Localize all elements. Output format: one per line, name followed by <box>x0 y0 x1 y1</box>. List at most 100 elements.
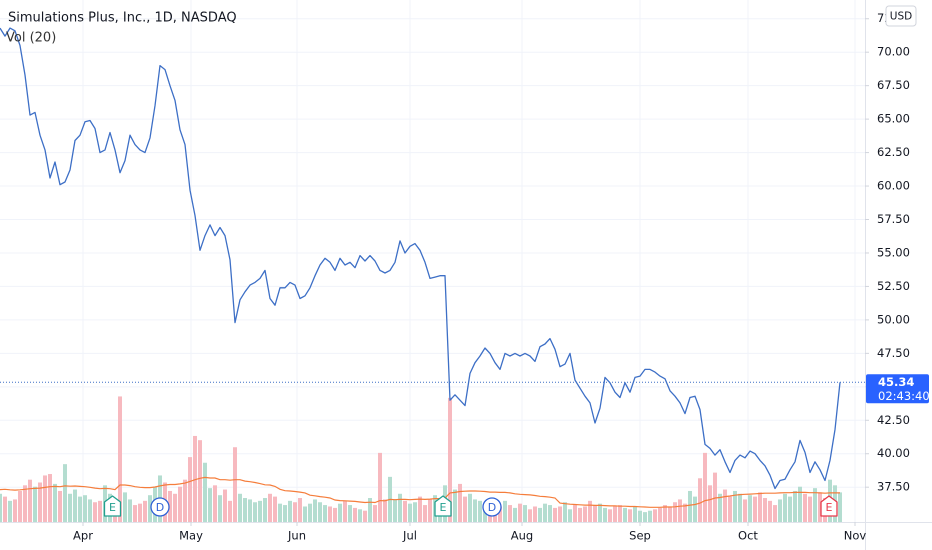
volume-bar <box>813 488 817 522</box>
y-tick-label: 67.50 <box>877 78 910 92</box>
y-tick-label: 40.00 <box>877 446 910 460</box>
volume-bar <box>503 500 507 522</box>
volume-bar <box>368 498 372 522</box>
countdown-label: 02:43:40 <box>878 389 930 403</box>
volume-bar <box>678 499 682 522</box>
volume-bar <box>278 503 282 522</box>
last-price-badge <box>866 374 929 404</box>
event-label: D <box>488 501 496 514</box>
volume-bar <box>473 499 477 522</box>
volume-bar <box>258 500 262 522</box>
volume-bar <box>93 502 97 522</box>
volume-bar <box>553 507 557 522</box>
volume-bar <box>788 496 792 522</box>
volume-bar <box>193 435 197 522</box>
price-line <box>0 27 841 490</box>
volume-bar <box>643 512 647 522</box>
volume-bar <box>428 499 432 522</box>
volume-bar <box>268 493 272 522</box>
y-tick-label: 37.50 <box>877 480 910 494</box>
volume-bar <box>73 489 77 522</box>
volume-bar <box>218 495 222 522</box>
volume-bar <box>743 499 747 522</box>
volume-bar <box>338 503 342 522</box>
volume-bar <box>323 505 327 522</box>
currency-label[interactable]: USD <box>890 11 912 23</box>
volume-bar <box>318 502 322 522</box>
volume-bar <box>133 505 137 522</box>
volume-bar <box>723 489 727 522</box>
volume-bar <box>523 505 527 522</box>
x-tick-label: Aug <box>511 529 533 543</box>
event-marker <box>820 495 838 517</box>
volume-bar <box>358 509 362 522</box>
volume-bar <box>478 500 482 522</box>
volume-bar <box>183 479 187 522</box>
volume-bar <box>233 447 237 522</box>
volume-bar <box>603 507 607 522</box>
volume-bar <box>243 498 247 522</box>
volume-bar <box>293 502 297 522</box>
volume-bar <box>333 507 337 522</box>
volume-bar <box>173 493 177 522</box>
volume-bar <box>693 496 697 522</box>
volume-bar <box>148 495 152 522</box>
volume-bar <box>138 503 142 522</box>
volume-bar <box>558 506 562 522</box>
volume-bar <box>313 499 317 522</box>
event-label: E <box>440 501 447 514</box>
event-marker <box>482 497 502 517</box>
volume-bar <box>238 493 242 522</box>
volume-bar <box>658 507 662 522</box>
volume-bar <box>668 506 672 522</box>
volume-bar <box>648 510 652 522</box>
volume-bar <box>773 505 777 522</box>
volume-bar <box>393 499 397 522</box>
volume-bar <box>458 483 462 522</box>
volume-bar <box>803 493 807 522</box>
volume-bar <box>198 440 202 522</box>
volume-bar <box>688 490 692 522</box>
y-tick-label: 42.50 <box>877 413 910 427</box>
volume-bar <box>618 505 622 522</box>
volume-bar <box>403 500 407 522</box>
volume-bar <box>298 498 302 522</box>
volume-bar <box>698 478 702 522</box>
y-tick-label: 55.00 <box>877 245 910 259</box>
volume-bar <box>778 499 782 522</box>
volume-bar <box>28 479 32 522</box>
volume-bar <box>353 507 357 522</box>
volume-bar <box>8 500 12 522</box>
volume-bar <box>798 486 802 522</box>
volume-bar <box>23 485 27 522</box>
volume-bar <box>118 396 122 522</box>
grid <box>0 0 865 522</box>
volume-bar <box>418 496 422 522</box>
volume-bar <box>43 475 47 522</box>
volume-bar <box>573 505 577 522</box>
y-tick-label: 52.50 <box>877 279 910 293</box>
volume-bar <box>748 495 752 522</box>
volume-bar <box>373 505 377 522</box>
volume-bar <box>578 507 582 522</box>
currency-badge[interactable] <box>885 5 917 27</box>
volume-bar <box>838 492 842 522</box>
volume-bar <box>468 493 472 522</box>
volume-bar <box>143 500 147 522</box>
volume-pane <box>0 396 842 522</box>
volume-bar <box>708 485 712 522</box>
volume-bar <box>623 507 627 522</box>
volume-bar <box>223 489 227 522</box>
volume-bar <box>123 492 127 522</box>
volume-bar <box>398 493 402 522</box>
last-price-label: 45.34 <box>878 375 914 389</box>
volume-bar <box>38 482 42 522</box>
volume-bar <box>543 503 547 522</box>
volume-bar <box>628 509 632 522</box>
volume-bar <box>18 490 22 522</box>
x-tick-label: Nov <box>844 529 867 543</box>
volume-bar <box>63 464 67 522</box>
volume-bar <box>228 500 232 522</box>
indicator-label: Vol (20) <box>6 31 56 46</box>
